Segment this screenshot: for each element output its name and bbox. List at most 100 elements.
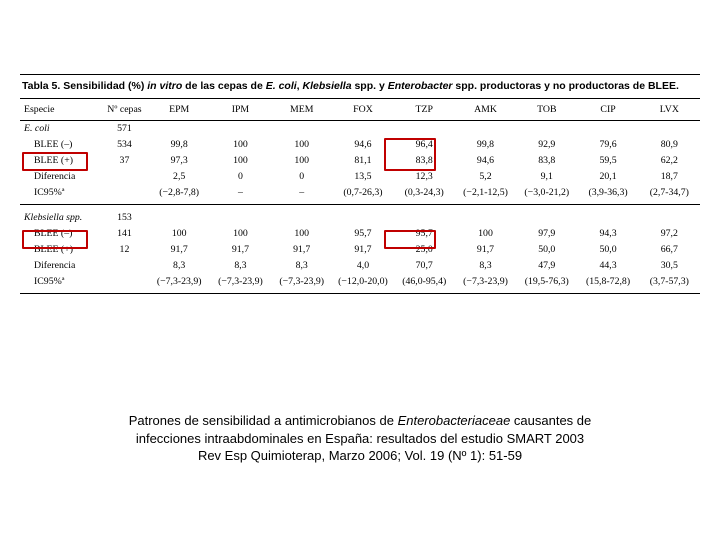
cell: 100 <box>210 153 271 169</box>
cell: (0,3-24,3) <box>394 185 455 205</box>
cell: (−2,8-7,8) <box>149 185 210 205</box>
cell: 9,1 <box>516 169 577 185</box>
table-row: Diferencia8,38,38,34,070,78,347,944,330,… <box>20 258 700 274</box>
cell: 20,1 <box>577 169 638 185</box>
cell: 97,2 <box>639 226 700 242</box>
cell <box>639 205 700 226</box>
col-epm: EPM <box>149 98 210 120</box>
cell: 100 <box>271 153 332 169</box>
cell: 62,2 <box>639 153 700 169</box>
cell <box>577 205 638 226</box>
table-row: IC95%ª(−7,3-23,9)(−7,3-23,9)(−7,3-23,9)(… <box>20 274 700 294</box>
cell: 97,9 <box>516 226 577 242</box>
table-row: BLEE (–)14110010010095,795,710097,994,39… <box>20 226 700 242</box>
cell: 37 <box>100 153 148 169</box>
cell: 18,7 <box>639 169 700 185</box>
row-label: Diferencia <box>20 169 100 185</box>
cell: (0,7-26,3) <box>332 185 393 205</box>
cell <box>100 169 148 185</box>
cell: 100 <box>210 226 271 242</box>
title-mid2: spp. y <box>352 80 388 92</box>
col-n-cepas: Nº cepas <box>100 98 148 120</box>
col-amk: AMK <box>455 98 516 120</box>
cell: (3,9-36,3) <box>577 185 638 205</box>
cell: 12,3 <box>394 169 455 185</box>
col-mem: MEM <box>271 98 332 120</box>
cell <box>100 258 148 274</box>
cell <box>100 185 148 205</box>
cell: 100 <box>271 137 332 153</box>
cell: (3,7-57,3) <box>639 274 700 294</box>
row-label: BLEE (+) <box>20 242 100 258</box>
cell: 50,0 <box>577 242 638 258</box>
caption: Patrones de sensibilidad a antimicrobian… <box>80 412 640 465</box>
cell: – <box>210 185 271 205</box>
cell <box>100 274 148 294</box>
row-label: Klebsiella spp. <box>20 205 100 226</box>
cell: 12 <box>100 242 148 258</box>
cell: 534 <box>100 137 148 153</box>
page: Tabla 5. Sensibilidad (%) in vitro de la… <box>0 0 720 540</box>
cell: (−3,0-21,2) <box>516 185 577 205</box>
cell: 153 <box>100 205 148 226</box>
cell: 95,7 <box>332 226 393 242</box>
cell: 47,9 <box>516 258 577 274</box>
cell: 141 <box>100 226 148 242</box>
table-header-row: EspecieNº cepasEPMIPMMEMFOXTZPAMKTOBCIPL… <box>20 98 700 120</box>
cell: 30,5 <box>639 258 700 274</box>
cell: (−7,3-23,9) <box>149 274 210 294</box>
title-mid: de las cepas de <box>182 80 265 92</box>
caption-line1a: Patrones de sensibilidad a antimicrobian… <box>129 413 398 428</box>
cell: 8,3 <box>149 258 210 274</box>
cell: 95,7 <box>394 226 455 242</box>
cell: 81,1 <box>332 153 393 169</box>
caption-line1b: causantes de <box>510 413 591 428</box>
cell: 80,9 <box>639 137 700 153</box>
col-cip: CIP <box>577 98 638 120</box>
sensitivity-table: EspecieNº cepasEPMIPMMEMFOXTZPAMKTOBCIPL… <box>20 98 700 295</box>
col-tob: TOB <box>516 98 577 120</box>
caption-line1-ital: Enterobacteriaceae <box>398 413 511 428</box>
title-ital3: Klebsiella <box>303 80 352 92</box>
cell <box>455 205 516 226</box>
cell <box>271 120 332 137</box>
cell: 66,7 <box>639 242 700 258</box>
cell: 99,8 <box>455 137 516 153</box>
table-row: E. coli571 <box>20 120 700 137</box>
cell: 0 <box>210 169 271 185</box>
row-label: BLEE (–) <box>20 137 100 153</box>
cell <box>516 205 577 226</box>
cell: 94,6 <box>455 153 516 169</box>
cell: 96,4 <box>394 137 455 153</box>
cell: 97,3 <box>149 153 210 169</box>
cell: 91,7 <box>271 242 332 258</box>
cell <box>332 205 393 226</box>
cell <box>210 120 271 137</box>
cell <box>639 120 700 137</box>
table-title: Tabla 5. Sensibilidad (%) in vitro de la… <box>20 74 700 98</box>
cell: 100 <box>271 226 332 242</box>
title-ital1: in vitro <box>147 80 182 92</box>
cell <box>516 120 577 137</box>
cell: 50,0 <box>516 242 577 258</box>
row-label: BLEE (–) <box>20 226 100 242</box>
col-ipm: IPM <box>210 98 271 120</box>
cell: 0 <box>271 169 332 185</box>
title-prefix: Tabla 5. Sensibilidad (%) <box>22 80 147 92</box>
cell: 83,8 <box>394 153 455 169</box>
title-suffix: spp. productoras y no productoras de BLE… <box>453 80 679 92</box>
title-ital2: E. coli <box>266 80 297 92</box>
cell: (46,0-95,4) <box>394 274 455 294</box>
title-ital4: Enterobacter <box>388 80 453 92</box>
table-row: BLEE (+)1291,791,791,791,725,091,750,050… <box>20 242 700 258</box>
cell: 94,6 <box>332 137 393 153</box>
caption-line3: Rev Esp Quimioterap, Marzo 2006; Vol. 19… <box>198 448 522 463</box>
col-lvx: LVX <box>639 98 700 120</box>
table-container: Tabla 5. Sensibilidad (%) in vitro de la… <box>20 74 700 294</box>
cell: 91,7 <box>455 242 516 258</box>
cell: 92,9 <box>516 137 577 153</box>
row-label: IC95%ª <box>20 185 100 205</box>
cell: 8,3 <box>210 258 271 274</box>
cell: 4,0 <box>332 258 393 274</box>
row-label: E. coli <box>20 120 100 137</box>
